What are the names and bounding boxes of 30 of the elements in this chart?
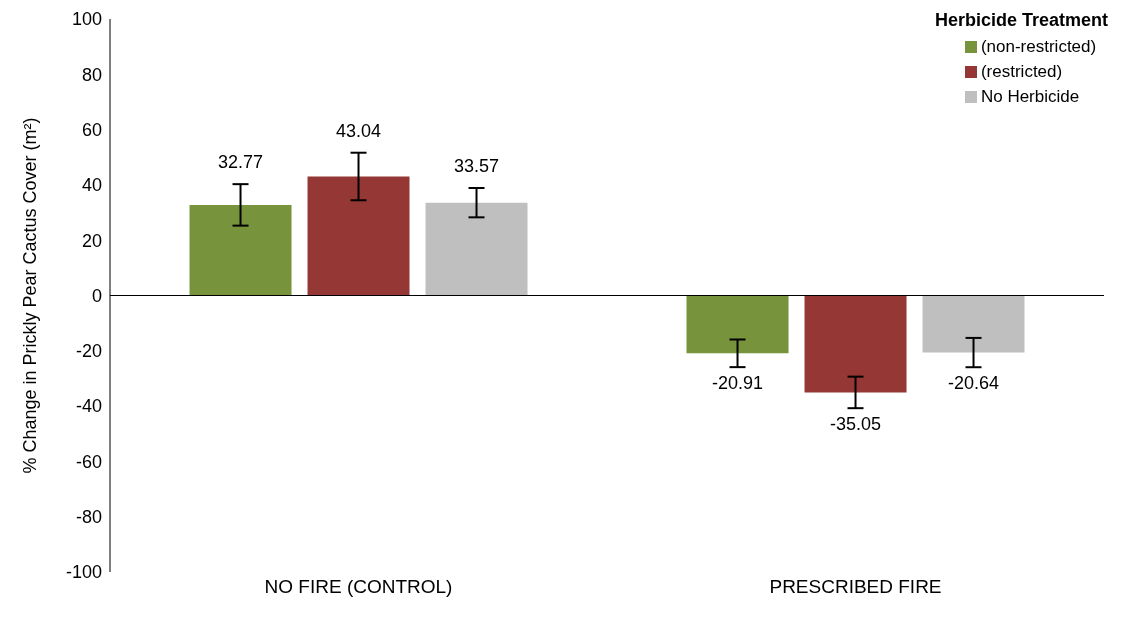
- data-label: 43.04: [336, 120, 382, 141]
- legend-title: Herbicide Treatment: [934, 10, 1108, 31]
- y-tick-label: 20: [81, 230, 102, 251]
- legend-label: (non-restricted): [980, 37, 1097, 57]
- y-axis-title: % Change in Prickly Pear Cactus Cover (m²): [20, 117, 41, 474]
- bar: [686, 295, 789, 354]
- legend-label: No Herbicide: [980, 87, 1080, 107]
- data-label: -20.64: [948, 373, 1000, 394]
- y-tick-label: 80: [81, 64, 102, 85]
- y-tick-label: 40: [81, 175, 102, 196]
- x-tick-label: NO FIRE (CONTROL): [264, 576, 453, 598]
- x-tick-label: PRESCRIBED FIRE: [769, 576, 942, 598]
- data-label: 33.57: [454, 156, 500, 177]
- bar: [307, 176, 410, 296]
- bar: [922, 295, 1025, 353]
- y-tick-label: -40: [75, 396, 102, 417]
- data-label: 32.77: [218, 152, 264, 173]
- y-tick-label: -100: [65, 562, 102, 583]
- legend-label: (restricted): [980, 62, 1063, 82]
- bar: [804, 295, 907, 393]
- data-label: -20.91: [712, 373, 764, 394]
- bar: [189, 204, 292, 296]
- y-tick-label: 0: [91, 285, 102, 306]
- data-label: -35.05: [830, 414, 882, 435]
- y-tick-label: -80: [75, 507, 102, 528]
- y-tick-label: -20: [75, 341, 102, 362]
- y-tick-label: -60: [75, 451, 102, 472]
- y-tick-label: 60: [81, 119, 102, 140]
- bar: [425, 202, 528, 296]
- y-tick-label: 100: [71, 9, 102, 30]
